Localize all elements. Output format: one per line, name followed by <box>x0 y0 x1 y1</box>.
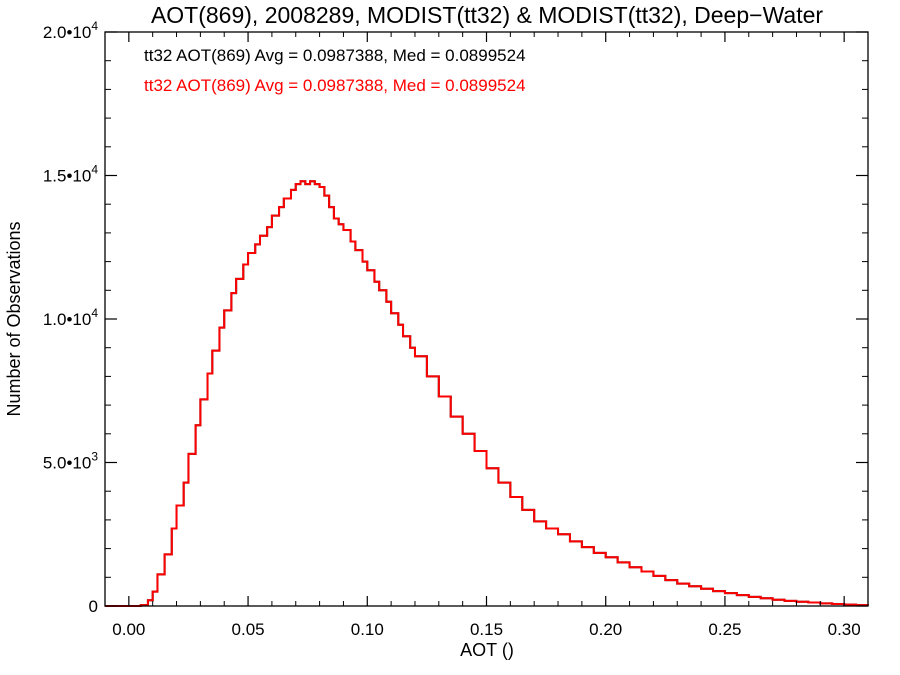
y-tick-label: 5.0•103 <box>43 450 99 473</box>
x-tick-label: 0.10 <box>351 620 384 639</box>
y-axis-label: Number of Observations <box>4 221 24 416</box>
y-tick-label: 1.5•104 <box>43 163 99 186</box>
stat-annotation-black: tt32 AOT(869) Avg = 0.0987388, Med = 0.0… <box>144 46 526 65</box>
x-tick-label: 0.30 <box>828 620 861 639</box>
series-layer <box>105 180 869 607</box>
series-line-0 <box>105 180 869 607</box>
series-line-1 <box>105 180 869 607</box>
stat-annotation-red: tt32 AOT(869) Avg = 0.0987388, Med = 0.0… <box>144 76 526 95</box>
x-tick-label: 0.05 <box>232 620 265 639</box>
x-tick-label: 0.20 <box>589 620 622 639</box>
x-tick-label: 0.25 <box>708 620 741 639</box>
y-tick-label: 0 <box>89 597 98 616</box>
x-tick-label: 0.00 <box>112 620 145 639</box>
x-tick-label: 0.15 <box>470 620 503 639</box>
ticks-layer: 0.00 0.05 0.10 0.15 0.20 0.25 0.30 0 5.0•103 1.0•… <box>43 19 869 639</box>
plot-frame <box>104 31 869 607</box>
x-axis-label: AOT () <box>460 640 514 660</box>
y-tick-label: 2.0•104 <box>43 19 99 42</box>
y-tick-label: 1.0•104 <box>43 306 99 329</box>
chart-title: AOT(869), 2008289, MODIST(tt32) & MODIST… <box>151 2 823 28</box>
